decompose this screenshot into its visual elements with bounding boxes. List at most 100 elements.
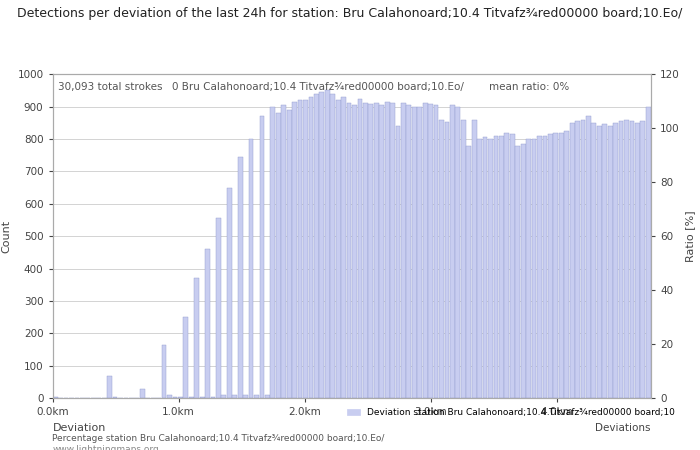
Text: 30,093 total strokes: 30,093 total strokes (59, 82, 163, 92)
Bar (172, 396, 177, 398)
Bar (542, 136, 547, 398)
Bar (107, 376, 112, 398)
Bar (488, 139, 493, 398)
Bar (336, 100, 340, 398)
Bar (140, 388, 145, 398)
Bar (521, 144, 526, 398)
Bar (597, 126, 602, 398)
Bar (401, 104, 406, 398)
Bar (216, 218, 221, 398)
Text: mean ratio: 0%: mean ratio: 0% (489, 82, 570, 92)
Text: 0 Bru Calahonoard;10.4 Titvafz¾red00000 board;10.Eo/: 0 Bru Calahonoard;10.4 Titvafz¾red00000 … (172, 82, 464, 92)
Bar (276, 113, 281, 398)
Bar (281, 105, 286, 398)
Bar (248, 139, 253, 398)
Bar (341, 97, 346, 398)
Bar (586, 117, 591, 398)
Bar (608, 126, 612, 398)
Bar (162, 345, 167, 398)
Bar (494, 136, 498, 398)
Bar (592, 123, 596, 398)
Bar (537, 136, 542, 398)
Bar (450, 105, 455, 398)
Bar (199, 396, 204, 398)
Bar (483, 137, 487, 398)
Bar (472, 120, 477, 398)
Bar (559, 133, 564, 398)
Bar (287, 110, 292, 398)
Text: Percentage station Bru Calahonoard;10.4 Titvafz¾red00000 board;10.Eo/: Percentage station Bru Calahonoard;10.4 … (52, 434, 385, 443)
Bar (619, 121, 624, 398)
Bar (531, 139, 536, 398)
Bar (368, 104, 373, 398)
Bar (444, 122, 449, 398)
Bar (575, 121, 580, 398)
Bar (434, 105, 438, 398)
Bar (515, 145, 520, 398)
Bar (505, 133, 509, 398)
Y-axis label: Count: Count (2, 220, 12, 253)
Bar (260, 117, 265, 398)
Bar (385, 102, 389, 398)
Bar (603, 125, 607, 398)
Bar (510, 134, 514, 398)
Bar (379, 105, 384, 398)
Bar (461, 120, 466, 398)
Bar (270, 107, 275, 398)
Bar (346, 104, 351, 398)
Bar (624, 120, 629, 398)
Bar (178, 396, 183, 398)
Text: Deviation: Deviation (52, 423, 106, 433)
Bar (52, 396, 57, 398)
Bar (646, 107, 651, 398)
Bar (395, 126, 400, 398)
Bar (309, 97, 314, 398)
Bar (554, 133, 558, 398)
Bar (330, 94, 335, 398)
Bar (221, 395, 226, 398)
Bar (195, 279, 199, 398)
Bar (613, 123, 618, 398)
Bar (227, 188, 232, 398)
Bar (390, 104, 395, 398)
Bar (629, 121, 634, 398)
Bar (303, 100, 308, 398)
Bar (428, 104, 433, 398)
Bar (232, 395, 237, 398)
Bar (314, 94, 318, 398)
Bar (374, 104, 379, 398)
Bar (548, 134, 553, 398)
Bar (238, 157, 243, 398)
Bar (456, 107, 460, 398)
Bar (254, 395, 259, 398)
Bar (407, 105, 412, 398)
Bar (570, 123, 575, 398)
Bar (499, 136, 504, 398)
Bar (412, 107, 416, 398)
Bar (325, 90, 330, 398)
Bar (363, 104, 368, 398)
Bar (358, 99, 363, 398)
Bar (564, 131, 569, 398)
Bar (292, 102, 297, 398)
Bar (113, 396, 118, 398)
Bar (319, 92, 324, 398)
Bar (205, 249, 210, 398)
Bar (580, 120, 585, 398)
Bar (640, 121, 645, 398)
Bar (189, 396, 194, 398)
Bar (423, 104, 428, 398)
Bar (635, 123, 640, 398)
Bar (298, 100, 302, 398)
Bar (352, 105, 357, 398)
Bar (417, 107, 422, 398)
Bar (466, 145, 471, 398)
Bar (167, 395, 172, 398)
Legend: Deviation station Bru Calahonoard;10.4 Titvafz¾red00000 board;10: Deviation station Bru Calahonoard;10.4 T… (343, 405, 679, 421)
Y-axis label: Ratio [%]: Ratio [%] (685, 211, 695, 262)
Bar (526, 139, 531, 398)
Bar (265, 395, 270, 398)
Bar (183, 317, 188, 398)
Bar (439, 120, 444, 398)
Bar (244, 395, 248, 398)
